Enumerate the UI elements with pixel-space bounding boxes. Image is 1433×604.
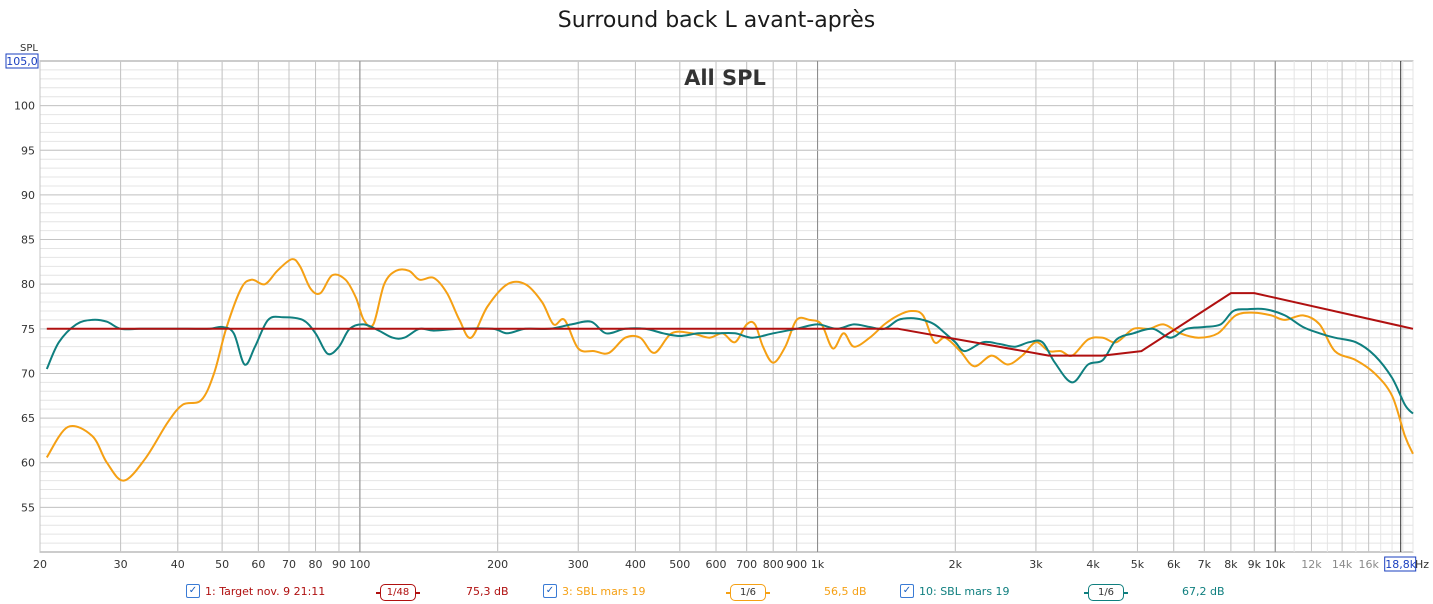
smoothing-button[interactable]: 1/48 xyxy=(380,584,416,601)
legend-label: 10: SBL mars 19 xyxy=(919,585,1010,598)
x-tick-label: 9k xyxy=(1248,558,1262,571)
x-axis-unit-label: Hz xyxy=(1415,558,1429,571)
y-tick-label: 75 xyxy=(21,323,35,336)
x-tick-label: 1k xyxy=(811,558,825,571)
x-tick-label: 90 xyxy=(332,558,346,571)
x-cursor-box xyxy=(1384,556,1417,572)
y-tick-label: 65 xyxy=(21,412,35,425)
x-tick-label: 3k xyxy=(1029,558,1043,571)
x-cursor-label: 18,8k xyxy=(1385,558,1416,571)
x-tick-label: 16k xyxy=(1358,558,1379,571)
smoothing-button[interactable]: 1/6 xyxy=(730,584,766,601)
x-tick-label: 6k xyxy=(1167,558,1181,571)
y-tick-label: 90 xyxy=(21,189,35,202)
x-tick-label: 12k xyxy=(1301,558,1322,571)
plot-annotation: All SPL xyxy=(684,66,766,90)
x-tick-label: 400 xyxy=(625,558,646,571)
chart-title: Surround back L avant-après xyxy=(557,8,876,33)
x-tick-label: 500 xyxy=(669,558,690,571)
x-tick-label: 700 xyxy=(736,558,757,571)
x-tick-label: 70 xyxy=(282,558,296,571)
legend-level: 67,2 dB xyxy=(1182,585,1225,598)
x-tick-label: 20 xyxy=(33,558,47,571)
checkbox-icon[interactable]: ✓ xyxy=(543,584,557,598)
y-tick-label: 60 xyxy=(21,457,35,470)
x-tick-label: 900 xyxy=(786,558,807,571)
x-tick-label: 10k xyxy=(1265,558,1286,571)
x-tick-label: 30 xyxy=(114,558,128,571)
y-tick-label: 100 xyxy=(14,100,35,113)
x-tick-label: 7k xyxy=(1198,558,1212,571)
legend: ✓ 1: Target nov. 9 21:11 1/48 75,3 dB ✓ … xyxy=(0,582,1433,604)
x-tick-label: 300 xyxy=(568,558,589,571)
smoothing-button[interactable]: 1/6 xyxy=(1088,584,1124,601)
x-tick-label: 60 xyxy=(251,558,265,571)
series-line-target xyxy=(46,292,1414,357)
x-tick-label: 600 xyxy=(706,558,727,571)
y-tick-label: 95 xyxy=(21,144,35,157)
x-tick-label: 40 xyxy=(171,558,185,571)
x-tick-label: 8k xyxy=(1224,558,1238,571)
x-tick-label: 80 xyxy=(309,558,323,571)
y-max-box xyxy=(5,53,39,69)
x-tick-label: 5k xyxy=(1131,558,1145,571)
y-tick-label: 80 xyxy=(21,278,35,291)
x-tick-label: 100 xyxy=(349,558,370,571)
x-tick-label: 200 xyxy=(487,558,508,571)
y-max-label: 105,0 xyxy=(6,55,38,68)
checkbox-icon[interactable]: ✓ xyxy=(900,584,914,598)
series-line-sbl-10 xyxy=(45,307,1414,415)
x-tick-label: 4k xyxy=(1086,558,1100,571)
y-tick-label: 55 xyxy=(21,501,35,514)
y-tick-label: 85 xyxy=(21,234,35,247)
x-tick-label: 800 xyxy=(763,558,784,571)
legend-label: 3: SBL mars 19 xyxy=(562,585,646,598)
x-tick-label: 14k xyxy=(1332,558,1353,571)
legend-level: 56,5 dB xyxy=(824,585,867,598)
x-tick-label: 2k xyxy=(949,558,963,571)
checkbox-icon[interactable]: ✓ xyxy=(186,584,200,598)
legend-label: 1: Target nov. 9 21:11 xyxy=(205,585,326,598)
legend-level: 75,3 dB xyxy=(466,585,509,598)
y-axis-label: SPL xyxy=(20,43,38,54)
y-tick-label: 70 xyxy=(21,367,35,380)
x-tick-label: 50 xyxy=(215,558,229,571)
plot-area xyxy=(39,60,1414,553)
frequency-response-plot[interactable]: 20 30 40 50 60 70 80 90 100 200 300 400 500 600 700 800… xyxy=(0,0,1433,582)
